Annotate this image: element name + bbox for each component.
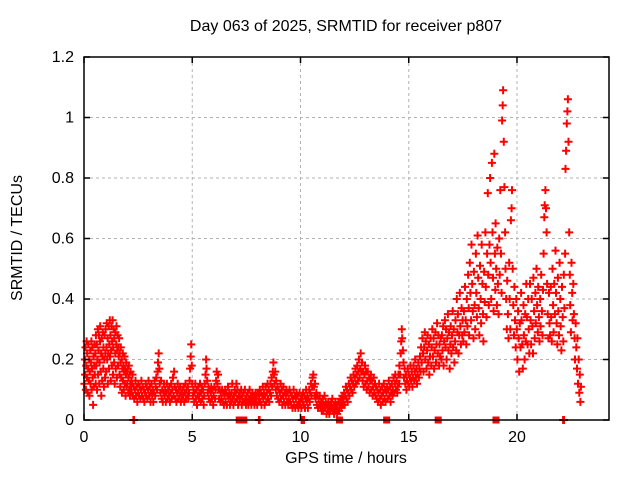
chart-title: Day 063 of 2025, SRMTID for receiver p80… <box>190 18 502 35</box>
grid-lines <box>84 57 609 420</box>
y-axis-label: SRMTID / TECUs <box>9 175 26 301</box>
x-axis-label: GPS time / hours <box>285 450 407 467</box>
y-tick-label: 0.6 <box>52 231 74 248</box>
x-tick-label: 15 <box>400 429 418 446</box>
x-tick-label: 0 <box>80 429 89 446</box>
x-tick-label: 5 <box>188 429 197 446</box>
y-tick-label: 1.2 <box>52 49 74 66</box>
x-tick-label: 10 <box>292 429 310 446</box>
y-tick-label: 0.2 <box>52 352 74 369</box>
y-tick-label: 0 <box>65 412 74 429</box>
y-tick-label: 1 <box>65 110 74 127</box>
grid-dashed-lines <box>84 57 609 420</box>
scatter-plus-markers <box>80 86 585 424</box>
y-tick-label: 0.4 <box>52 291 74 308</box>
tick-labels: 0 5 10 15 20 0 0.2 0.4 0.6 0.8 1 1.2 <box>52 49 526 446</box>
x-tick-label: 20 <box>508 429 526 446</box>
y-tick-label: 0.8 <box>52 170 74 187</box>
plot-border <box>83 56 610 421</box>
axes-and-ticks <box>83 56 610 421</box>
data-points-layer <box>80 86 585 424</box>
